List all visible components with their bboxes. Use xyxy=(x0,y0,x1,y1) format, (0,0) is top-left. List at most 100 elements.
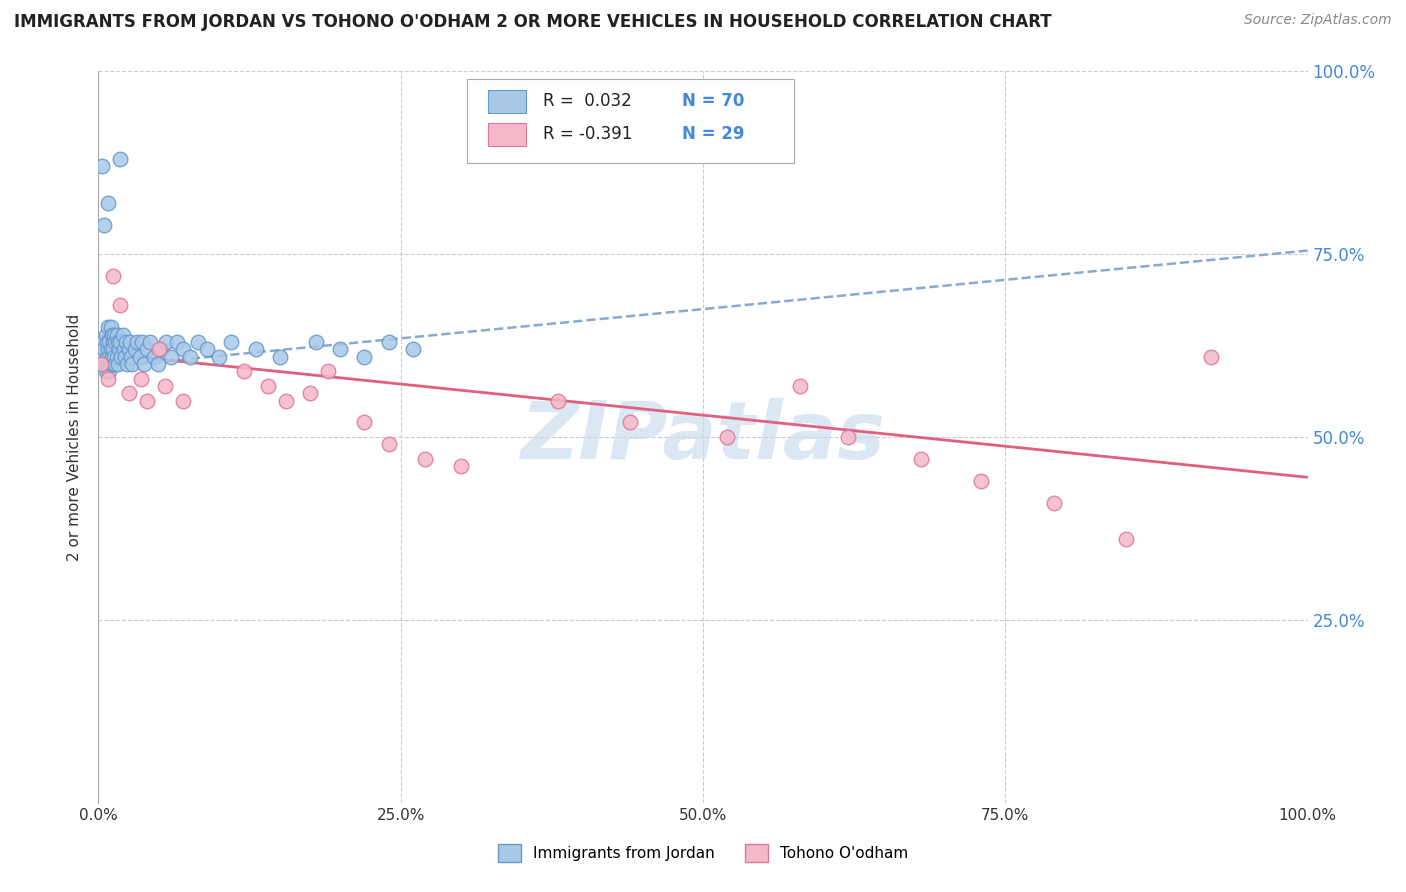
Point xyxy=(101,334,124,349)
Point xyxy=(195,343,218,357)
Point xyxy=(153,379,176,393)
Point xyxy=(316,364,339,378)
Point xyxy=(172,393,194,408)
Point xyxy=(155,334,177,349)
Point xyxy=(150,343,173,357)
Point xyxy=(107,357,129,371)
Text: R =  0.032: R = 0.032 xyxy=(543,93,633,111)
FancyBboxPatch shape xyxy=(467,78,793,163)
Point xyxy=(232,364,254,378)
Text: N = 70: N = 70 xyxy=(682,93,745,111)
Point xyxy=(329,343,352,357)
Point xyxy=(256,379,278,393)
Point xyxy=(121,357,143,371)
Point xyxy=(118,343,141,357)
Point xyxy=(120,350,142,364)
Point xyxy=(111,327,134,342)
Point xyxy=(96,350,118,364)
Point xyxy=(274,393,297,408)
Point xyxy=(221,334,243,349)
Text: ZIPatlas: ZIPatlas xyxy=(520,398,886,476)
Point xyxy=(98,334,121,349)
Point xyxy=(97,320,120,334)
Point xyxy=(1115,533,1137,547)
Text: Source: ZipAtlas.com: Source: ZipAtlas.com xyxy=(1244,13,1392,28)
Point xyxy=(115,334,138,349)
Point xyxy=(90,357,112,371)
Point xyxy=(104,357,127,371)
Point xyxy=(131,334,153,349)
Point xyxy=(94,364,117,378)
Point xyxy=(112,343,135,357)
Point xyxy=(353,416,375,430)
Point xyxy=(91,334,114,349)
Point xyxy=(377,334,399,349)
Point xyxy=(96,334,118,349)
Point xyxy=(208,350,231,364)
Point xyxy=(413,452,436,467)
Point xyxy=(377,437,399,451)
Bar xyxy=(488,89,526,113)
Point xyxy=(101,357,124,371)
Point xyxy=(101,343,124,357)
Point xyxy=(105,327,128,342)
Point xyxy=(91,357,114,371)
Point xyxy=(97,196,120,211)
Point xyxy=(114,350,136,364)
Point xyxy=(100,327,122,342)
Point xyxy=(104,334,127,349)
Point xyxy=(619,416,641,430)
Point xyxy=(1199,350,1222,364)
Point xyxy=(97,371,120,385)
Point xyxy=(100,350,122,364)
Point xyxy=(146,357,169,371)
Point xyxy=(93,343,115,357)
Point xyxy=(91,160,114,174)
Point xyxy=(96,357,118,371)
Point xyxy=(98,364,121,378)
Point xyxy=(450,459,472,474)
Point xyxy=(143,350,166,364)
Point xyxy=(108,343,131,357)
Point xyxy=(1042,496,1064,510)
Point xyxy=(402,343,425,357)
Point xyxy=(127,334,149,349)
Point xyxy=(135,343,157,357)
Point xyxy=(837,430,859,444)
Y-axis label: 2 or more Vehicles in Household: 2 or more Vehicles in Household xyxy=(67,313,83,561)
Point xyxy=(139,334,162,349)
Point xyxy=(100,357,122,371)
Point xyxy=(129,371,152,385)
Point xyxy=(97,343,120,357)
Point xyxy=(100,320,122,334)
Point xyxy=(135,393,157,408)
Point xyxy=(108,334,131,349)
Point xyxy=(110,350,132,364)
Point xyxy=(353,350,375,364)
Point xyxy=(299,386,322,401)
Point xyxy=(148,343,170,357)
Point xyxy=(108,152,131,166)
Point xyxy=(172,343,194,357)
Point xyxy=(134,357,156,371)
Text: N = 29: N = 29 xyxy=(682,125,745,144)
Legend: Immigrants from Jordan, Tohono O'odham: Immigrants from Jordan, Tohono O'odham xyxy=(492,838,914,868)
Point xyxy=(103,327,125,342)
Point xyxy=(107,334,129,349)
Point xyxy=(166,334,188,349)
Point xyxy=(98,350,121,364)
Point xyxy=(100,343,122,357)
Point xyxy=(269,350,291,364)
Point xyxy=(305,334,328,349)
Point xyxy=(789,379,811,393)
Point xyxy=(105,350,128,364)
Point xyxy=(547,393,569,408)
Point xyxy=(128,350,150,364)
Point xyxy=(108,298,131,312)
Point xyxy=(101,269,124,284)
Point xyxy=(245,343,267,357)
Point xyxy=(124,343,146,357)
Point xyxy=(90,350,112,364)
Point xyxy=(179,350,201,364)
Point xyxy=(118,386,141,401)
